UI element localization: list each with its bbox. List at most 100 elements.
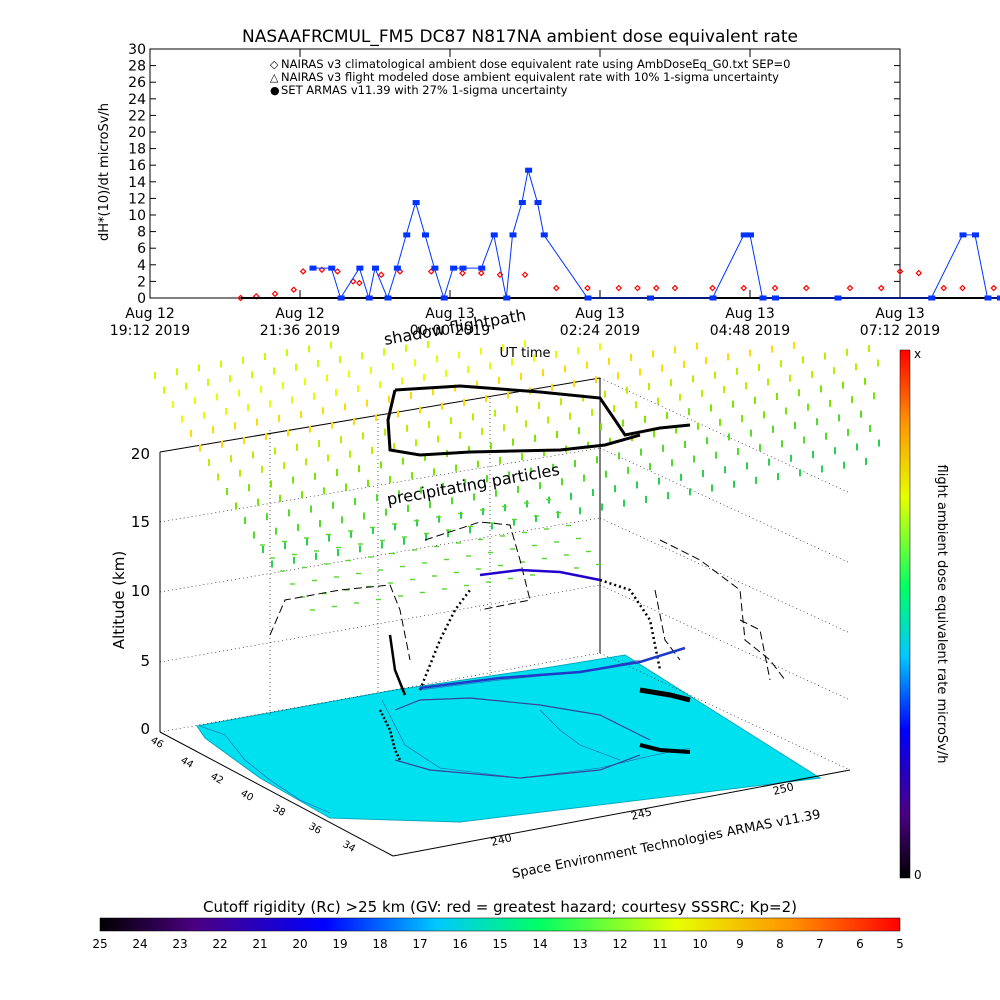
data-point-armas	[412, 200, 420, 206]
x-tick-day: Aug 13	[425, 306, 475, 322]
data-point-armas	[740, 232, 748, 238]
data-point-armas	[309, 265, 317, 271]
data-point-armas	[834, 295, 842, 301]
data-point-armas	[984, 295, 992, 301]
y-tick-label: 26	[128, 75, 146, 91]
colorbar-strip	[99, 917, 901, 932]
data-point-armas	[647, 295, 654, 301]
data-point-armas	[540, 232, 548, 238]
x-tick-day: Aug 13	[725, 306, 775, 322]
y-tick-label: 20	[128, 125, 146, 141]
flight-track	[378, 568, 691, 779]
y-tick-label: 22	[128, 108, 146, 124]
credit-text: Space Environment Technologies ARMAS v11…	[511, 807, 822, 882]
lat-tick: 42	[209, 771, 226, 787]
dose-colorbar-label: flight ambient dose equivalent rate micr…	[934, 465, 949, 764]
lon-tick: 245	[630, 805, 654, 823]
data-point-nairas-climatological	[290, 286, 298, 294]
x-tick-time: 21:36 2019	[260, 323, 340, 339]
data-point-armas	[450, 265, 458, 271]
x-tick-day: Aug 12	[275, 306, 325, 322]
data-point-armas	[772, 295, 779, 301]
data-point-nairas-climatological	[334, 268, 341, 275]
colorbar-tick-label: 5	[896, 937, 904, 951]
data-point-nairas-climatological	[271, 290, 279, 298]
colorbar-tick-label: 8	[776, 937, 784, 951]
colorbar-tick-label: 22	[212, 937, 227, 951]
lon-tick: 250	[772, 780, 796, 798]
y-tick-label: 14	[128, 175, 146, 191]
data-point-nairas-climatological	[634, 284, 641, 292]
colorbar-tick-label: 12	[612, 937, 627, 951]
data-point-nairas-climatological	[299, 268, 307, 275]
data-point-armas	[356, 265, 364, 271]
data-point-armas	[478, 265, 486, 271]
precipitating-particles-field	[154, 340, 880, 611]
data-point-nairas-climatological	[940, 284, 948, 292]
data-point-armas	[959, 232, 967, 238]
colorbar-tick-label: 10	[692, 937, 707, 951]
x-tick-time: 02:24 2019	[560, 323, 640, 339]
legend-label: SET ARMAS v11.39 with 27% 1-sigma uncert…	[281, 83, 568, 97]
grid-3d	[159, 377, 851, 771]
y-tick-label: 30	[128, 42, 146, 58]
data-point-armas	[403, 232, 411, 238]
y-tick-label: 0	[137, 291, 146, 307]
lat-tick: 34	[341, 839, 358, 855]
y-tick-label: 2	[137, 274, 146, 290]
data-point-armas	[709, 295, 717, 301]
data-point-nairas-climatological	[356, 279, 363, 287]
colorbar-tick-label: 16	[452, 937, 467, 951]
data-point-armas	[518, 200, 526, 206]
data-point-nairas-climatological	[318, 266, 326, 274]
dose-colorbar	[899, 349, 911, 879]
colorbar-tick-label: 21	[252, 937, 267, 951]
legend-symbol: ◇	[270, 58, 279, 71]
legend-symbol: ●	[270, 84, 280, 97]
y-tick-label: 8	[137, 225, 146, 241]
data-point-nairas-climatological	[802, 284, 810, 292]
series-layer	[237, 167, 1000, 302]
data-point-nairas-climatological	[896, 268, 904, 275]
legend-symbol: △	[270, 71, 279, 84]
data-point-armas	[384, 295, 392, 301]
z-axis-ticks: 0 5 10 15 20	[131, 445, 150, 738]
data-point-nairas-climatological	[652, 284, 660, 292]
x-tick-time: 04:48 2019	[710, 323, 790, 339]
data-point-nairas-climatological	[709, 284, 716, 292]
colorbar-tick-label: 24	[132, 937, 147, 951]
colorbar-tick-label: 6	[856, 937, 864, 951]
colorbar-tick-label: 7	[816, 937, 824, 951]
dose-colorbar-bottom-label: 0	[914, 868, 922, 882]
dose-rate-timeseries: NASAAFRCMUL_FM5 DC87 N817NA ambient dose…	[97, 27, 1000, 361]
data-point-nairas-climatological	[915, 269, 923, 277]
data-point-armas	[393, 265, 401, 271]
colorbar-tick-label: 15	[492, 937, 507, 951]
z-tick: 5	[140, 652, 150, 670]
y-tick-label: 28	[128, 59, 146, 75]
y-tick-label: 12	[128, 191, 146, 207]
legend: ◇ NAIRAS v3 climatological ambient dose e…	[270, 57, 790, 97]
data-point-armas	[534, 200, 542, 206]
x-tick-day: Aug 12	[125, 306, 175, 322]
y-tick-label: 18	[128, 142, 146, 158]
colorbar-title: Cutoff rigidity (Rc) >25 km (GV: red = g…	[203, 898, 797, 916]
lat-tick: 38	[271, 803, 288, 819]
z-axis-label: Altitude (km)	[110, 551, 128, 649]
colorbar-tick-label: 19	[332, 937, 347, 951]
x-tick-time: 00:00 2019	[410, 323, 490, 339]
data-point-nairas-climatological	[377, 271, 385, 279]
shadow-flightpath-loop	[386, 384, 691, 457]
lat-tick: 44	[179, 755, 196, 771]
data-point-armas	[365, 295, 373, 301]
data-point-armas	[328, 265, 336, 271]
data-point-nairas-climatological	[615, 284, 623, 292]
longitude-ticks: 240 245 250	[490, 780, 796, 849]
data-point-armas	[440, 295, 448, 301]
data-point-armas	[431, 265, 439, 271]
flight-3d-view: 0 5 10 15 20 Altitude (km) 46 44 42 40 3…	[110, 305, 949, 882]
data-point-nairas-climatological	[846, 284, 854, 292]
data-point-armas	[584, 295, 592, 301]
z-tick: 15	[131, 513, 150, 531]
